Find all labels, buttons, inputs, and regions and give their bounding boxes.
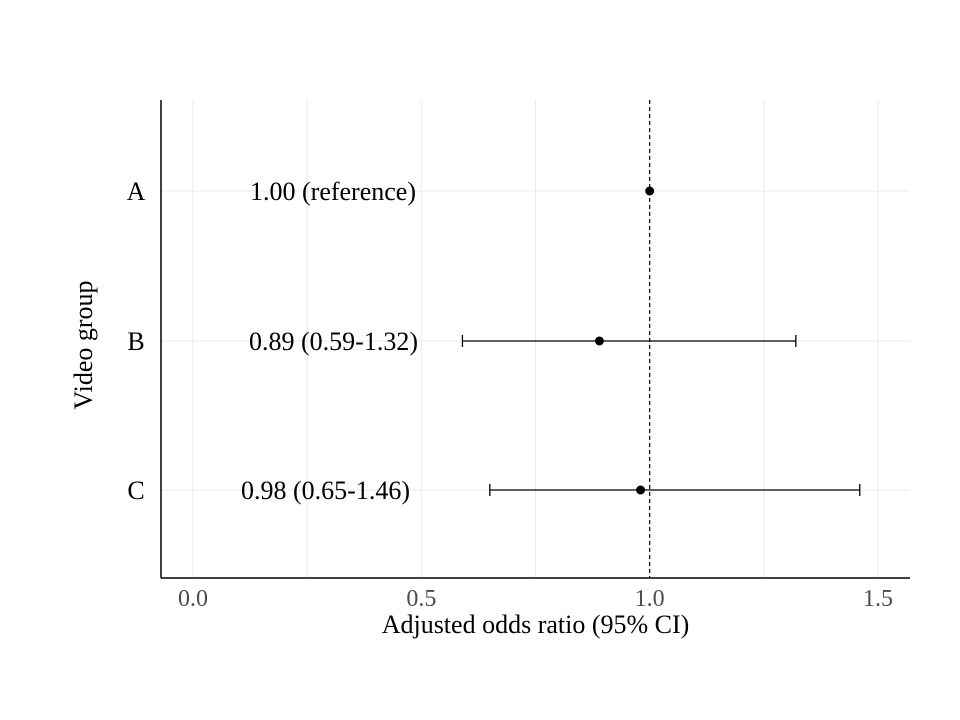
y-tick-label-c: C — [127, 476, 144, 505]
estimate-labels: 1.00 (reference) 0.89 (0.59-1.32) 0.98 (0.… — [241, 177, 418, 505]
axes — [160, 100, 910, 579]
y-tick-label-b: B — [127, 327, 144, 356]
estimate-label-a: 1.00 (reference) — [250, 177, 416, 206]
point-estimate-a — [645, 186, 655, 196]
x-tick-label: 1.5 — [863, 586, 893, 612]
y-tick-labels: A B C — [127, 177, 146, 505]
y-tick-label-a: A — [127, 177, 146, 206]
point-estimate-b — [594, 336, 604, 346]
estimate-label-c: 0.98 (0.65-1.46) — [241, 476, 410, 505]
x-tick-label: 0.0 — [178, 586, 208, 612]
x-tick-label: 0.5 — [406, 586, 436, 612]
x-tick-labels: 0.0 0.5 1.0 1.5 — [178, 586, 893, 612]
point-estimates — [594, 186, 655, 495]
x-tick-label: 1.0 — [635, 586, 665, 612]
estimate-label-b: 0.89 (0.59-1.32) — [249, 327, 418, 356]
confidence-intervals — [461, 335, 861, 496]
point-estimate-c — [636, 485, 646, 495]
x-axis-title: Adjusted odds ratio (95% CI) — [382, 610, 690, 639]
y-axis-title: Video group — [69, 280, 98, 409]
